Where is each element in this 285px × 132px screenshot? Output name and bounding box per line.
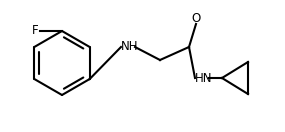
Text: HN: HN — [195, 72, 213, 84]
Text: F: F — [32, 25, 39, 37]
Text: O: O — [191, 11, 201, 25]
Text: NH: NH — [121, 41, 139, 53]
